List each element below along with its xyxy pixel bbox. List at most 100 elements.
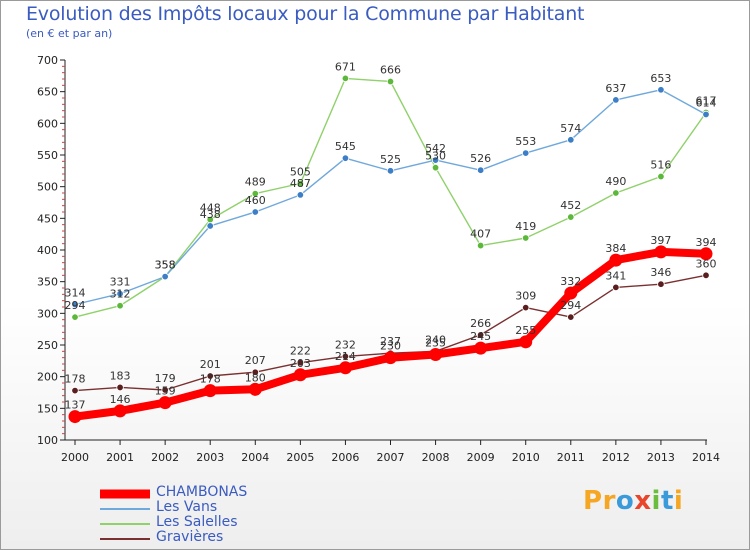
x-tick-label: 2006 bbox=[331, 451, 359, 464]
data-point-les-salelles bbox=[341, 74, 350, 83]
data-point-les-vans bbox=[657, 86, 665, 94]
data-label: 617 bbox=[696, 95, 717, 108]
x-tick-label: 2012 bbox=[602, 451, 630, 464]
data-point-les-vans bbox=[116, 290, 124, 298]
data-label: 230 bbox=[380, 340, 401, 353]
data-label: 526 bbox=[470, 152, 491, 165]
data-point-chambonas bbox=[248, 382, 262, 396]
chart-title: Evolution des Impôts locaux pour la Comm… bbox=[26, 3, 585, 25]
data-label: 542 bbox=[425, 142, 446, 155]
data-point-les-salelles bbox=[116, 302, 124, 310]
data-point-les-vans bbox=[341, 154, 350, 162]
x-tick-label: 2010 bbox=[512, 451, 540, 464]
data-point-les-vans bbox=[567, 136, 575, 144]
legend-swatch-les-vans bbox=[100, 501, 150, 516]
data-label: 346 bbox=[650, 266, 671, 279]
data-point-les-salelles bbox=[476, 241, 485, 250]
data-label: 294 bbox=[65, 299, 86, 312]
data-point-gravi-res bbox=[116, 383, 124, 392]
data-label: 314 bbox=[65, 286, 86, 299]
data-point-chambonas bbox=[338, 361, 352, 375]
data-label: 452 bbox=[560, 199, 581, 212]
data-point-gravi-res bbox=[702, 271, 710, 280]
data-point-gravi-res bbox=[161, 386, 169, 394]
data-point-les-vans bbox=[386, 167, 395, 175]
data-point-gravi-res bbox=[206, 372, 214, 380]
data-label: 574 bbox=[560, 122, 581, 135]
data-point-chambonas bbox=[699, 247, 713, 261]
data-point-les-vans bbox=[251, 208, 259, 216]
legend-label-chambonas: CHAMBONAS bbox=[156, 484, 248, 500]
data-label: 397 bbox=[650, 234, 671, 247]
data-label: 179 bbox=[155, 372, 176, 385]
data-point-gravi-res bbox=[657, 280, 665, 288]
data-point-les-vans bbox=[161, 272, 169, 281]
data-label: 490 bbox=[605, 175, 626, 188]
chart-axes: 100 150 200 250 300 350 400 450 500 550 600 650 700 2… bbox=[37, 54, 720, 464]
data-label: 137 bbox=[65, 399, 86, 412]
data-label: 294 bbox=[560, 299, 581, 312]
data-label: 332 bbox=[560, 275, 581, 288]
data-point-chambonas bbox=[519, 335, 533, 349]
data-point-chambonas bbox=[564, 286, 578, 300]
data-label: 553 bbox=[515, 135, 536, 148]
data-label: 214 bbox=[335, 350, 356, 363]
data-label: 671 bbox=[335, 60, 356, 73]
data-label: 309 bbox=[515, 290, 536, 303]
data-point-chambonas bbox=[158, 396, 172, 410]
logo-letter: i bbox=[651, 486, 661, 516]
data-label: 146 bbox=[110, 393, 131, 406]
data-label: 312 bbox=[110, 288, 131, 301]
data-point-gravi-res bbox=[612, 283, 620, 292]
data-label: 516 bbox=[650, 159, 671, 172]
data-point-les-vans bbox=[296, 191, 305, 199]
y-tick-label: 550 bbox=[37, 149, 58, 162]
data-point-gravi-res bbox=[251, 368, 259, 376]
data-point-les-salelles bbox=[522, 234, 530, 242]
data-point-chambonas bbox=[609, 253, 623, 267]
x-tick-label: 2007 bbox=[377, 451, 405, 464]
logo-letter: x bbox=[634, 486, 652, 516]
logo-letter: P bbox=[583, 486, 603, 516]
logo-letter: o bbox=[615, 486, 635, 516]
data-point-chambonas bbox=[203, 384, 217, 398]
data-label: 438 bbox=[200, 208, 221, 221]
data-label: 201 bbox=[200, 358, 221, 371]
data-point-gravi-res bbox=[567, 313, 575, 321]
data-point-gravi-res bbox=[476, 331, 485, 339]
data-label: 331 bbox=[110, 276, 131, 289]
data-labels: 137 146 159 178 180 203 214 230 235 245 255 332 384 3… bbox=[65, 60, 717, 411]
data-label: 207 bbox=[245, 354, 266, 367]
data-label: 232 bbox=[335, 338, 356, 351]
data-point-les-salelles bbox=[251, 189, 259, 198]
data-label: 653 bbox=[650, 72, 671, 85]
x-tick-label: 2005 bbox=[286, 451, 314, 464]
y-tick-label: 450 bbox=[37, 212, 58, 225]
logo-letter: r bbox=[602, 486, 616, 516]
chart-subtitle: (en € et par an) bbox=[26, 27, 113, 40]
data-label: 460 bbox=[245, 194, 266, 207]
data-point-les-salelles bbox=[431, 163, 440, 172]
data-point-chambonas bbox=[384, 351, 397, 365]
data-point-les-vans bbox=[431, 156, 440, 164]
data-point-gravi-res bbox=[296, 359, 305, 367]
data-label: 666 bbox=[380, 64, 401, 77]
data-label: 237 bbox=[380, 335, 401, 348]
y-tick-label: 350 bbox=[37, 276, 58, 289]
data-point-chambonas bbox=[113, 404, 127, 418]
data-label: 180 bbox=[245, 371, 266, 384]
data-label: 235 bbox=[425, 337, 446, 350]
data-label: 530 bbox=[425, 150, 446, 163]
y-tick-label: 700 bbox=[37, 54, 58, 67]
x-tick-label: 2013 bbox=[647, 451, 675, 464]
data-label: 255 bbox=[515, 324, 536, 337]
data-label: 178 bbox=[65, 373, 86, 386]
data-point-gravi-res bbox=[522, 303, 530, 312]
x-tick-label: 2008 bbox=[422, 451, 450, 464]
data-label: 614 bbox=[696, 96, 717, 109]
x-tick-label: 2014 bbox=[692, 451, 720, 464]
data-label: 222 bbox=[290, 345, 311, 358]
legend-label-gravieres: Gravières bbox=[156, 529, 224, 545]
x-tick-label: 2002 bbox=[151, 451, 179, 464]
data-point-les-vans bbox=[476, 166, 485, 174]
